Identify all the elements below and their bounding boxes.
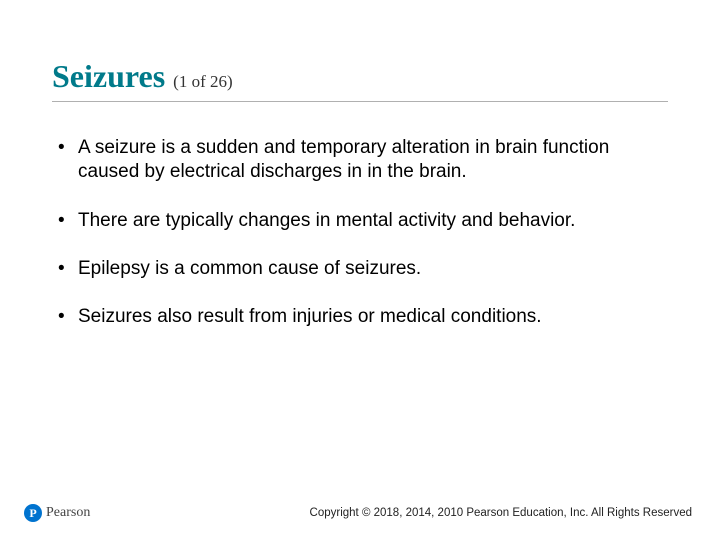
logo-brand-text: Pearson	[46, 505, 90, 521]
slide-title: Seizures	[52, 58, 165, 95]
slide-container: Seizures (1 of 26) A seizure is a sudden…	[0, 0, 720, 540]
list-item: A seizure is a sudden and temporary alte…	[56, 136, 668, 185]
list-item: Seizures also result from injuries or me…	[56, 305, 668, 329]
publisher-logo: P Pearson	[24, 504, 90, 522]
list-item: There are typically changes in mental ac…	[56, 209, 668, 233]
copyright-text: Copyright © 2018, 2014, 2010 Pearson Edu…	[310, 507, 692, 519]
title-row: Seizures (1 of 26)	[52, 58, 668, 102]
footer: P Pearson Copyright © 2018, 2014, 2010 P…	[0, 504, 720, 522]
logo-mark-icon: P	[24, 504, 42, 522]
slide-count: (1 of 26)	[173, 72, 232, 92]
list-item: Epilepsy is a common cause of seizures.	[56, 257, 668, 281]
bullet-list: A seizure is a sudden and temporary alte…	[52, 136, 668, 330]
